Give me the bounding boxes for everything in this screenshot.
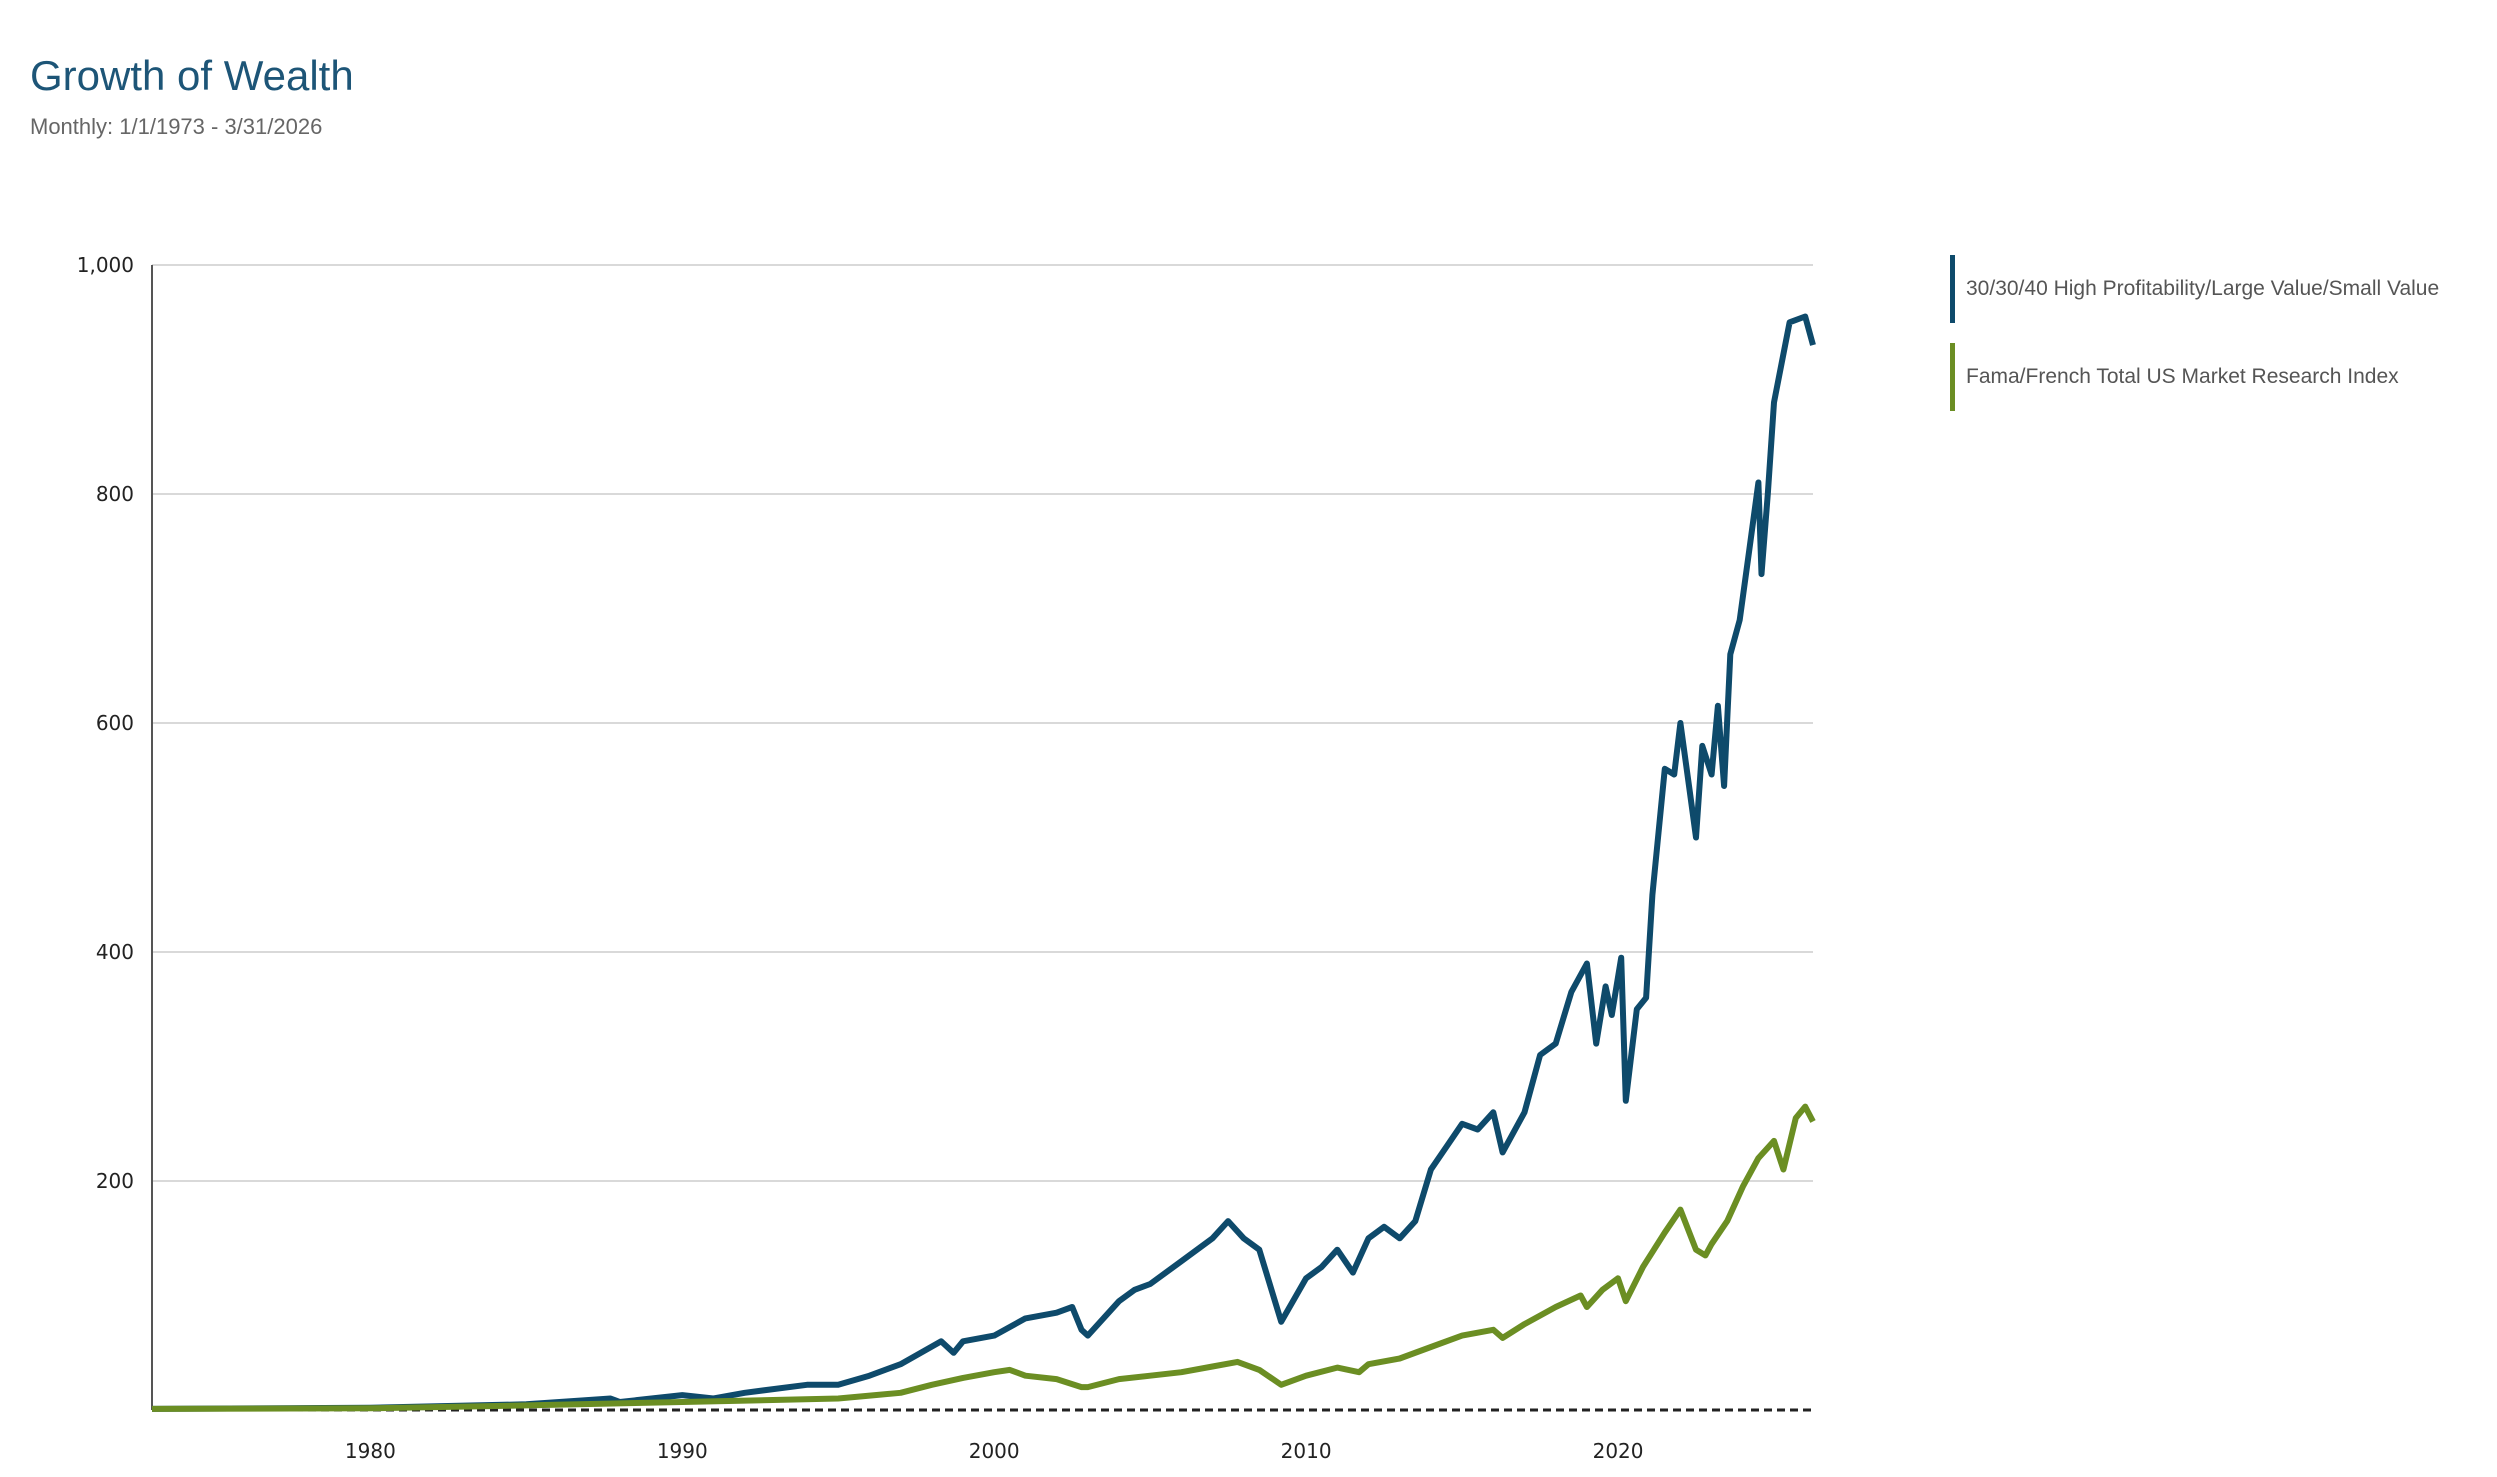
y-tick-label: 400 xyxy=(96,940,134,964)
x-tick-label: 2020 xyxy=(1593,1439,1644,1463)
chart-subtitle: Monthly: 1/1/1973 - 3/31/2026 xyxy=(30,114,323,139)
legend-label-market-index: Fama/French Total US Market Research Ind… xyxy=(1966,365,2399,388)
y-tick-label: 800 xyxy=(96,482,134,506)
y-tick-label: 200 xyxy=(96,1169,134,1193)
legend-label-portfolio: 30/30/40 High Profitability/Large Value/… xyxy=(1966,277,2440,300)
legend-swatch-market-index xyxy=(1950,343,1955,411)
y-tick-label: 1,000 xyxy=(77,253,134,277)
x-tick-label: 2010 xyxy=(1281,1439,1332,1463)
x-tick-label: 2000 xyxy=(969,1439,1020,1463)
chart-title: Growth of Wealth xyxy=(30,52,354,99)
x-tick-label: 1980 xyxy=(345,1439,396,1463)
y-tick-label: 600 xyxy=(96,711,134,735)
series-line-market-index xyxy=(151,1103,1816,1412)
x-tick-label: 1990 xyxy=(657,1439,708,1463)
legend-swatch-portfolio xyxy=(1950,255,1955,323)
series-line-portfolio xyxy=(151,313,1816,1412)
